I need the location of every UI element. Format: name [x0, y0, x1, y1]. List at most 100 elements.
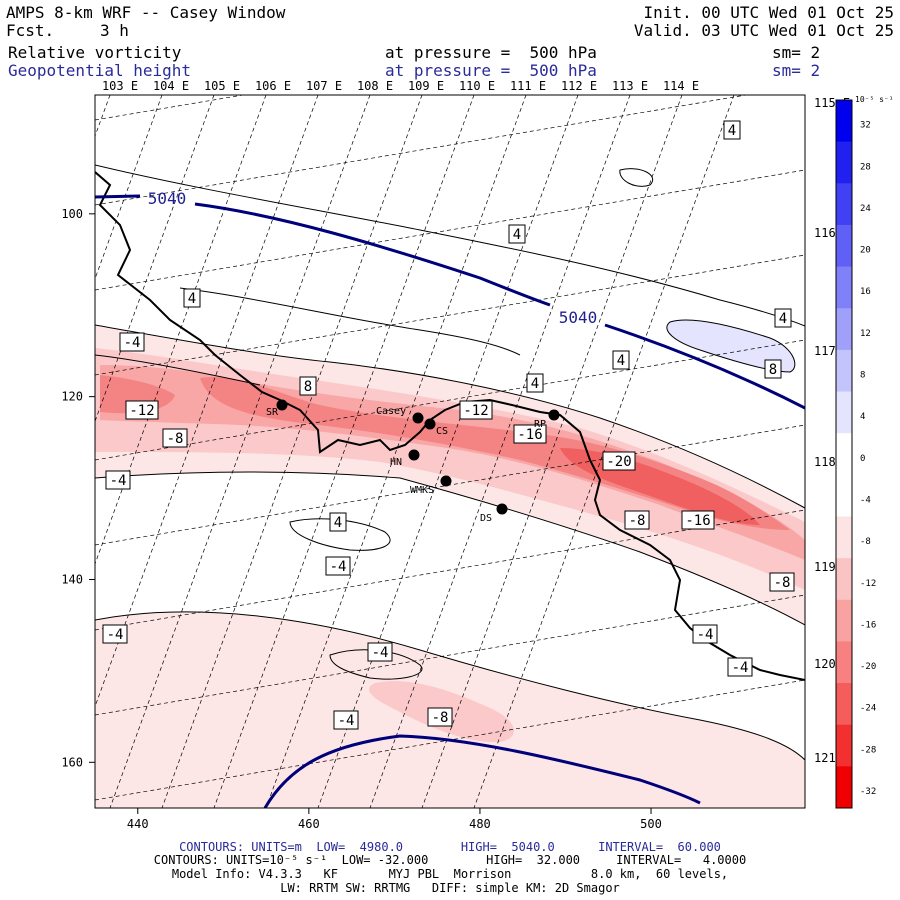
colorbar-tick-label: 12 — [860, 329, 871, 339]
station-label: CS — [436, 426, 448, 437]
field2-smoothing: sm= 2 — [772, 61, 821, 80]
meridian-line — [95, 95, 319, 708]
contour-label-box — [513, 424, 547, 444]
station-marker — [424, 418, 436, 430]
colorbar-swatch — [836, 308, 852, 351]
colorbar-tick-label: 16 — [860, 287, 871, 297]
meridian-line — [95, 95, 163, 280]
longitude-label: 114 E — [663, 79, 699, 93]
parallel-line — [95, 424, 805, 546]
x-tick-label: 460 — [298, 817, 320, 831]
colorbar-tick-label: -16 — [860, 620, 876, 630]
colorbar-tick-label: -4 — [860, 495, 871, 505]
colorbar-tick-label: -28 — [860, 745, 876, 755]
contour-label: -8 — [432, 710, 449, 726]
colorbar-swatch — [836, 391, 852, 434]
field1-smoothing: sm= 2 — [772, 43, 821, 62]
y-tick-label: 140 — [61, 572, 83, 586]
contour-label: 4 — [531, 376, 539, 392]
contour-label-box — [427, 707, 453, 727]
contour-label-box — [774, 308, 792, 328]
parallel-line — [95, 594, 805, 716]
contour-label-box — [612, 350, 630, 370]
contour-label: 4 — [728, 123, 736, 139]
station-marker — [276, 399, 288, 411]
station-label: SR — [266, 407, 279, 418]
field1-name: Relative vorticity — [8, 43, 182, 62]
x-tick-label: 440 — [127, 817, 149, 831]
contour-line-3 — [95, 164, 805, 327]
contour-label: -4 — [697, 627, 714, 643]
contour-label-box — [692, 624, 718, 644]
parallel-line — [95, 169, 805, 291]
height-label: 5040 — [559, 308, 598, 327]
contour-labels: 4 4 4 4 4 4 8 8 -4 -12 -8 -4 -12 -16 -20 -16 -8 4 -4 -8 -4 -4… — [102, 120, 795, 730]
contour-label-box — [325, 556, 351, 576]
colorbar-swatch — [836, 183, 852, 226]
colorbar-swatch — [836, 724, 852, 767]
x-tick-label: 500 — [640, 817, 662, 831]
y-tick-label: 120 — [61, 390, 83, 404]
colorbar-swatch — [836, 683, 852, 726]
station-marker — [496, 503, 508, 515]
contour-label-box — [769, 572, 795, 592]
footer-height-contours: CONTOURS: UNITS=m LOW= 4980.0 HIGH= 5040… — [179, 840, 721, 854]
contour-label: -4 — [338, 713, 355, 729]
valid-time: Valid. 03 UTC Wed 01 Oct 25 — [633, 21, 894, 40]
contour-label-box — [526, 373, 544, 393]
longitude-label: 108 E — [357, 79, 393, 93]
colorbar-tick-label: 20 — [860, 246, 871, 256]
contour-label-box — [183, 288, 201, 308]
longitude-label: 106 E — [255, 79, 291, 93]
longitude-label: 107 E — [306, 79, 342, 93]
contour-line-8 — [95, 354, 261, 386]
meridian-line — [109, 95, 371, 808]
contour-label: -12 — [463, 403, 488, 419]
colorbar-tick-label: 0 — [860, 454, 865, 464]
contour-label: -20 — [606, 454, 631, 470]
meridian-line — [317, 95, 579, 808]
parallel-line — [95, 95, 748, 206]
x-tick-label: 480 — [469, 817, 491, 831]
contour-line-4 — [179, 287, 521, 356]
contour-label: 8 — [769, 362, 777, 378]
colorbar-swatch — [836, 433, 852, 476]
longitude-label: 110 E — [459, 79, 495, 93]
meridian-line — [213, 95, 475, 808]
contour-label-box — [125, 400, 159, 420]
footer-vorticity-contours: CONTOURS: UNITS=10⁻⁵ s⁻¹ LOW= -32.000 HI… — [153, 853, 747, 867]
plot-frame — [94, 94, 806, 809]
station-marker — [548, 409, 560, 421]
contour-label: -4 — [124, 335, 141, 351]
parallel-line — [95, 509, 805, 631]
contour-label-box — [299, 376, 317, 396]
colorbar-tick-label: 4 — [860, 412, 865, 422]
station-marker — [408, 449, 420, 461]
colorbar: 32 28 24 20 16 12 8 4 0 -4 -8 -12 -16 -20 -24 -28 -32 10⁻… — [835, 95, 894, 809]
contour-label-box — [723, 120, 741, 140]
station-label: Casey — [376, 406, 406, 417]
contour-label-box — [727, 657, 753, 677]
colorbar-swatch — [836, 266, 852, 309]
footer-model-info: Model Info: V4.3.3 KF MYJ PBL Morrison 8… — [171, 867, 729, 881]
contour-label-box — [602, 451, 636, 471]
contour-label-box — [459, 400, 493, 420]
colorbar-tick-label: 24 — [860, 204, 871, 214]
colorbar-swatch — [836, 558, 852, 601]
field2-name: Geopotential height — [8, 61, 192, 80]
contour-label-box — [105, 470, 131, 490]
contour-label-box — [329, 512, 347, 532]
station-label: RP — [534, 419, 546, 430]
colorbar-tick-label: -24 — [860, 704, 876, 714]
height-labels: 5040 5040 — [148, 189, 598, 327]
contour-label-box — [764, 359, 782, 379]
contour-label-box — [333, 710, 359, 730]
colorbar-swatch — [836, 224, 852, 268]
chart-title: AMPS 8-km WRF -- Casey Window — [6, 3, 286, 22]
colorbar-swatch — [836, 599, 852, 642]
geopotential-height-lines — [95, 194, 805, 808]
meridian-line — [265, 95, 527, 808]
parallel-line — [95, 339, 805, 461]
contour-line-9 — [619, 168, 653, 187]
